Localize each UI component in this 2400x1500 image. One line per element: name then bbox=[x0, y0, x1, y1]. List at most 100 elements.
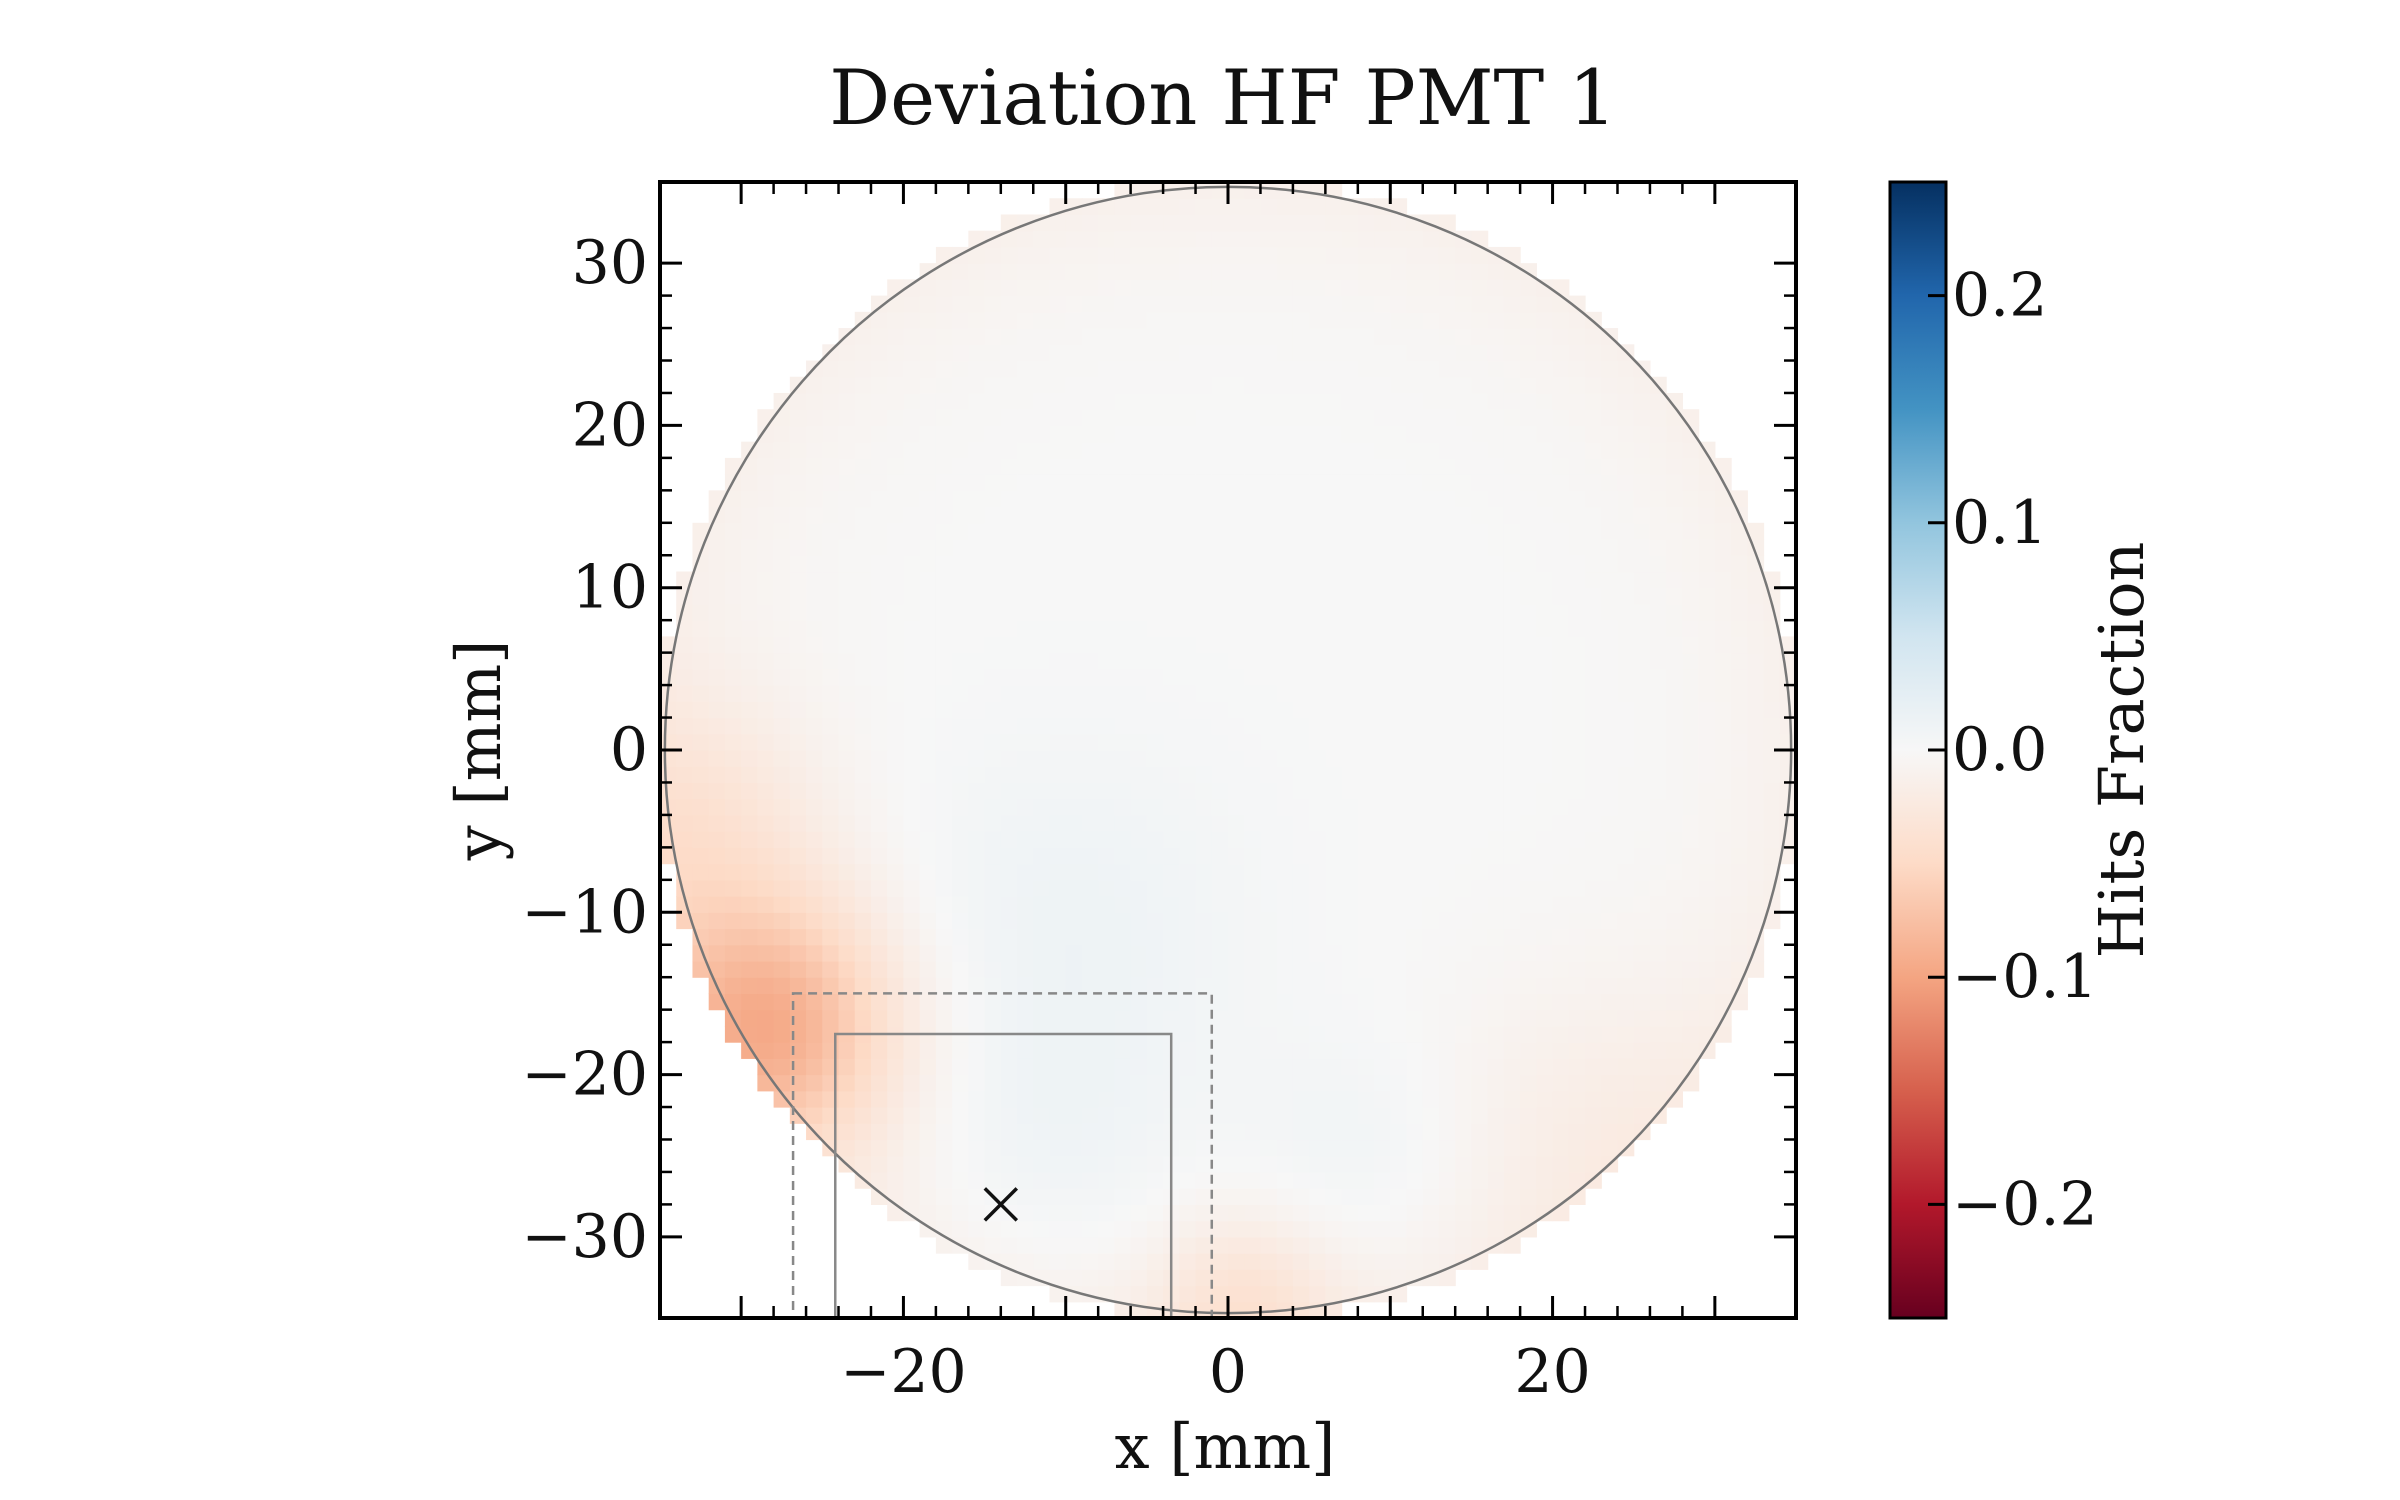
heatmap-cell bbox=[1309, 263, 1326, 280]
heatmap-cell bbox=[822, 1042, 840, 1059]
heatmap-cell bbox=[1406, 506, 1424, 524]
heatmap-cell bbox=[919, 571, 937, 589]
heatmap-cell bbox=[1033, 360, 1051, 378]
heatmap-cell bbox=[1325, 896, 1343, 913]
heatmap-cell bbox=[935, 636, 953, 654]
heatmap-cell bbox=[854, 1058, 872, 1076]
heatmap-cell bbox=[1520, 425, 1537, 443]
heatmap-cell bbox=[984, 879, 1002, 897]
heatmap-cell bbox=[935, 701, 953, 719]
heatmap-cell bbox=[1276, 1204, 1294, 1222]
heatmap-cell bbox=[1374, 750, 1391, 767]
heatmap-cell bbox=[1146, 1042, 1164, 1059]
heatmap-cell bbox=[870, 733, 888, 751]
colorbar-label: Hits Fraction bbox=[2085, 542, 2158, 959]
heatmap-cell bbox=[1438, 1107, 1456, 1124]
heatmap-cell bbox=[1033, 1204, 1051, 1222]
heatmap-cell bbox=[676, 863, 694, 881]
heatmap-cell bbox=[935, 603, 953, 621]
heatmap-cell bbox=[1617, 977, 1635, 995]
heatmap-cell bbox=[1130, 1058, 1148, 1076]
heatmap-cell bbox=[854, 717, 872, 735]
heatmap-cell bbox=[1114, 214, 1132, 232]
heatmap-cell bbox=[1438, 571, 1456, 589]
heatmap-cell bbox=[1455, 668, 1473, 686]
heatmap-cell bbox=[1309, 1204, 1326, 1222]
heatmap-cell bbox=[1163, 571, 1180, 589]
heatmap-cell bbox=[1731, 539, 1748, 556]
heatmap-cell bbox=[952, 344, 969, 362]
heatmap-cell bbox=[806, 620, 823, 637]
heatmap-cell bbox=[1438, 960, 1456, 978]
heatmap-cell bbox=[724, 960, 742, 978]
heatmap-cell bbox=[1617, 1009, 1635, 1027]
heatmap-cell bbox=[1017, 474, 1034, 491]
heatmap-cell bbox=[952, 960, 969, 978]
heatmap-cell bbox=[1049, 1220, 1067, 1238]
heatmap-cell bbox=[1065, 814, 1083, 832]
heatmap-cell bbox=[1260, 685, 1278, 702]
heatmap-cell bbox=[1049, 409, 1067, 427]
heatmap-cell bbox=[1211, 539, 1229, 556]
heatmap-cell bbox=[887, 392, 905, 410]
heatmap-cell bbox=[1163, 425, 1180, 443]
heatmap-cell bbox=[968, 1107, 986, 1124]
heatmap-cell bbox=[1179, 392, 1197, 410]
heatmap-cell bbox=[903, 668, 921, 686]
heatmap-cell bbox=[1081, 457, 1099, 475]
heatmap-cell bbox=[1666, 944, 1683, 962]
heatmap-cell bbox=[1081, 879, 1099, 897]
heatmap-cell bbox=[1357, 766, 1375, 784]
heatmap-cell bbox=[1633, 896, 1651, 913]
heatmap-cell bbox=[952, 814, 969, 832]
heatmap-cell bbox=[1130, 928, 1148, 946]
heatmap-cell bbox=[1406, 344, 1424, 362]
heatmap-cell bbox=[1130, 798, 1148, 816]
heatmap-cell bbox=[1292, 1042, 1310, 1059]
heatmap-cell bbox=[1065, 441, 1083, 459]
heatmap-cell bbox=[1309, 1123, 1326, 1141]
heatmap-cell bbox=[1017, 1139, 1034, 1157]
heatmap-cell bbox=[1552, 441, 1570, 459]
heatmap-cell bbox=[1390, 1236, 1408, 1254]
heatmap-cell bbox=[1374, 246, 1391, 264]
heatmap-cell bbox=[1146, 425, 1164, 443]
heatmap-cell bbox=[1195, 506, 1213, 524]
heatmap-cell bbox=[1098, 490, 1115, 508]
heatmap-cell bbox=[1163, 636, 1180, 654]
heatmap-cell bbox=[1682, 814, 1700, 832]
heatmap-cell bbox=[1536, 668, 1554, 686]
heatmap-cell bbox=[1179, 668, 1197, 686]
heatmap-cell bbox=[952, 392, 969, 410]
heatmap-cell bbox=[1228, 425, 1245, 443]
y-tick-label: −10 bbox=[521, 877, 648, 947]
heatmap-cell bbox=[1049, 474, 1067, 491]
heatmap-cell bbox=[1601, 863, 1619, 881]
heatmap-cell bbox=[870, 717, 888, 735]
heatmap-cell bbox=[1260, 750, 1278, 767]
heatmap-cell bbox=[1065, 246, 1083, 264]
heatmap-cell bbox=[1601, 896, 1619, 913]
heatmap-cell bbox=[1633, 587, 1651, 605]
heatmap-cell bbox=[1649, 847, 1667, 865]
heatmap-cell bbox=[1406, 571, 1424, 589]
heatmap-cell bbox=[1585, 701, 1602, 719]
heatmap-cell bbox=[1211, 863, 1229, 881]
heatmap-cell bbox=[1211, 1253, 1229, 1270]
heatmap-cell bbox=[1471, 263, 1489, 280]
heatmap-cell bbox=[1309, 311, 1326, 329]
heatmap-cell bbox=[1017, 685, 1034, 702]
heatmap-cell bbox=[1438, 409, 1456, 427]
heatmap-cell bbox=[1179, 490, 1197, 508]
heatmap-cell bbox=[1585, 668, 1602, 686]
heatmap-cell bbox=[870, 912, 888, 930]
heatmap-cell bbox=[1244, 879, 1262, 897]
heatmap-cell bbox=[1520, 814, 1537, 832]
heatmap-cell bbox=[838, 1090, 856, 1108]
heatmap-cell bbox=[1081, 246, 1099, 264]
heatmap-cell bbox=[1309, 603, 1326, 621]
heatmap-cell bbox=[1065, 376, 1083, 394]
heatmap-cell bbox=[1682, 1025, 1700, 1043]
heatmap-cell bbox=[838, 1074, 856, 1092]
heatmap-cell bbox=[1228, 1009, 1245, 1027]
